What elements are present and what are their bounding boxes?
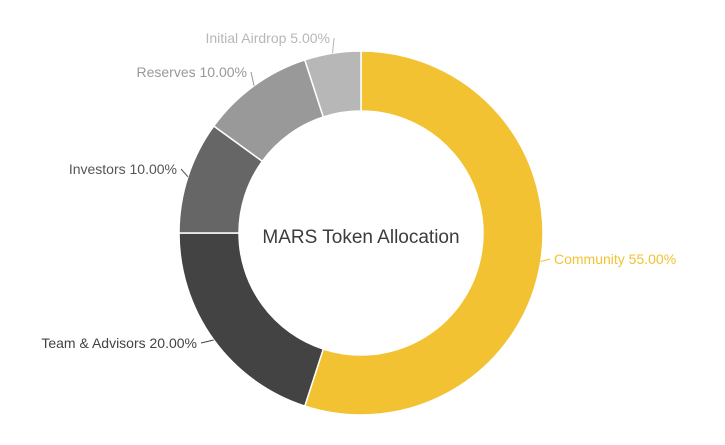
slice-label: Investors 10.00% [69, 161, 177, 177]
slice-community [303, 50, 544, 416]
donut-slices [178, 50, 544, 416]
slice-labels: Community 55.00% Team & Advisors 20.00% In… [41, 30, 676, 351]
chart-title: MARS Token Allocation [262, 227, 459, 248]
label-leader-lines [180, 37, 551, 344]
leader-line [200, 339, 214, 344]
leader-line [250, 71, 255, 86]
slice-team-advisors [178, 232, 325, 408]
slice-label: Community 55.00% [554, 251, 676, 267]
slice-label: Initial Airdrop 5.00% [205, 30, 330, 46]
slice-initial-airdrop [303, 50, 362, 118]
leader-line [332, 37, 335, 54]
leader-line [180, 168, 189, 178]
slice-label: Reserves 10.00% [136, 64, 247, 80]
slice-label: Team & Advisors 20.00% [41, 335, 197, 351]
leader-line [540, 258, 551, 262]
